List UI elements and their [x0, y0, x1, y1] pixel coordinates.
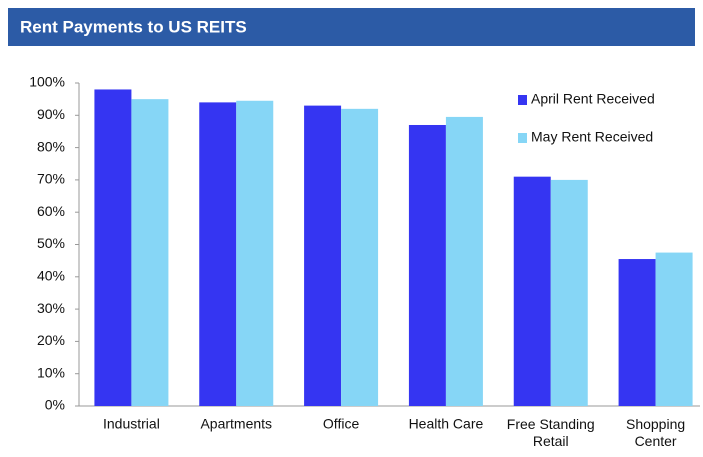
bar: [408, 124, 446, 407]
x-tick-label: Office: [323, 416, 360, 432]
legend-swatch: [518, 133, 527, 143]
legend-label: May Rent Received: [531, 129, 653, 145]
y-tick-label: 20%: [37, 332, 65, 348]
legend-label: April Rent Received: [531, 91, 655, 107]
bar: [618, 259, 656, 406]
x-tick-label: Health Care: [409, 416, 484, 432]
bar: [199, 102, 237, 406]
x-tick-label: Shopping Center: [626, 416, 685, 449]
y-tick-label: 90%: [37, 106, 65, 122]
bar: [550, 179, 588, 406]
x-tick-label: Industrial: [103, 416, 160, 432]
x-tick-label: Apartments: [200, 416, 272, 432]
y-tick-label: 70%: [37, 171, 65, 187]
bar: [655, 252, 693, 406]
y-tick-label: 10%: [37, 364, 65, 380]
bar: [304, 105, 342, 407]
x-tick-label: Free Standing Retail: [507, 416, 595, 449]
chart-title: Rent Payments to US REITS: [20, 17, 247, 36]
title-banner: [8, 8, 695, 46]
y-tick-label: 0%: [45, 397, 65, 413]
bar: [131, 99, 169, 407]
y-tick-label: 80%: [37, 138, 65, 154]
legend-swatch: [518, 95, 527, 105]
bar: [94, 89, 132, 407]
y-tick-label: 50%: [37, 235, 65, 251]
y-tick-label: 100%: [29, 74, 65, 90]
bar: [445, 116, 483, 406]
y-tick-label: 40%: [37, 268, 65, 284]
y-tick-label: 60%: [37, 203, 65, 219]
bar: [236, 100, 274, 406]
bar: [513, 176, 551, 406]
y-tick-label: 30%: [37, 300, 65, 316]
bar: [341, 108, 379, 406]
